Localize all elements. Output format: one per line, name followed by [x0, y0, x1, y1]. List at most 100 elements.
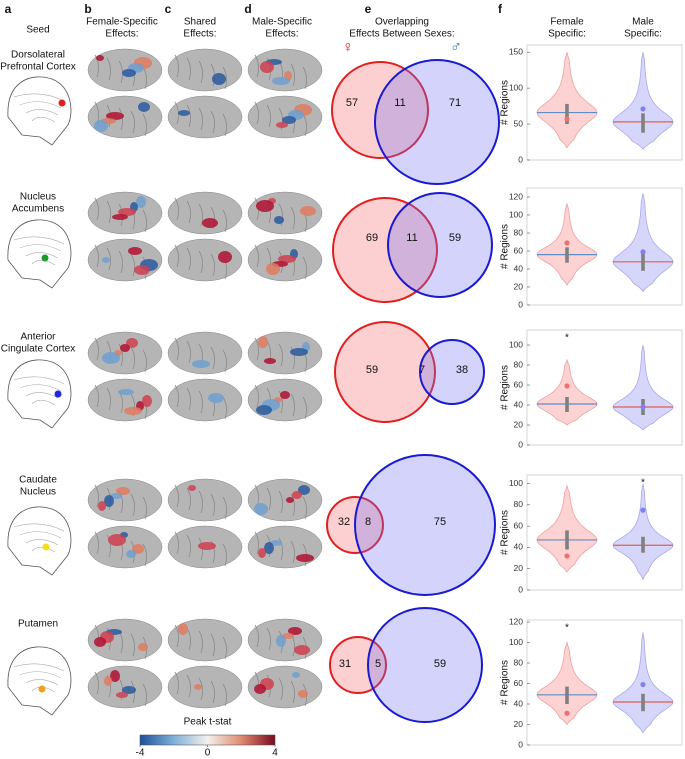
- venn-count: 11: [394, 97, 405, 109]
- brain-effect: [276, 122, 288, 128]
- brain-sulcus: [186, 387, 191, 411]
- brain-effect: [292, 672, 300, 678]
- brain-effect: [106, 112, 124, 120]
- venn-count: 59: [449, 232, 461, 244]
- observed-dot: [564, 116, 570, 122]
- seed-dot: [58, 99, 66, 107]
- brain-sulcus: [290, 540, 295, 564]
- brain-effect: [132, 544, 144, 554]
- violin: [612, 344, 674, 431]
- seed-name: Nucleus: [20, 487, 56, 498]
- header: Effects Between Sexes:: [349, 29, 454, 40]
- brain-sulcus: [290, 63, 295, 87]
- seed-sulcus: [19, 531, 62, 539]
- brain-sulcus: [198, 60, 203, 84]
- seed-dot: [38, 685, 46, 693]
- brain: [167, 378, 243, 422]
- brain-effect: [102, 352, 120, 364]
- brain-effect: [126, 550, 136, 558]
- brain-sulcus: [130, 346, 135, 370]
- brain-effect: [122, 686, 136, 694]
- header: Effects:: [183, 29, 216, 40]
- seed-dot: [41, 254, 49, 262]
- brain-sulcus: [198, 107, 203, 131]
- significance-star: *: [641, 478, 645, 489]
- venn-count: 11: [406, 232, 417, 244]
- brain-effect: [258, 336, 268, 348]
- brain: [87, 478, 163, 522]
- female-symbol: ♀: [342, 39, 354, 56]
- y-tick-label: 50: [514, 118, 524, 128]
- y-tick-label: 20: [514, 281, 524, 291]
- brain-sulcus: [94, 531, 99, 555]
- venn-count: 75: [434, 516, 446, 528]
- y-axis-label: # Regions: [500, 80, 511, 125]
- seed-sulcus: [19, 244, 62, 252]
- brain-effect: [112, 214, 128, 220]
- observed-dot: [640, 404, 646, 410]
- brain-sulcus: [142, 209, 147, 233]
- brain-sulcus: [118, 107, 123, 131]
- brain-sulcus: [254, 531, 259, 555]
- venn-female: [331, 61, 429, 159]
- observed-dot: [564, 710, 570, 716]
- brain-effect: [254, 503, 268, 515]
- venn-count: 38: [456, 364, 468, 376]
- brain-sulcus: [142, 496, 147, 520]
- colorbar-tick-label: 4: [272, 748, 278, 759]
- brain-sulcus: [174, 671, 179, 695]
- seed-sulcus: [25, 679, 59, 686]
- seed-brain-outline: [7, 219, 72, 289]
- brain-sulcus: [174, 624, 179, 648]
- brain-sulcus: [210, 680, 215, 704]
- violin: [612, 483, 674, 581]
- brain: [167, 478, 243, 522]
- brain-sulcus: [278, 490, 283, 514]
- brain-sulcus: [198, 250, 203, 274]
- brain-sulcus: [94, 244, 99, 268]
- brain: [167, 95, 243, 139]
- brain-sulcus: [118, 677, 123, 701]
- seed-sulcus: [31, 546, 56, 553]
- colorbar-tick-label: 0: [205, 748, 211, 759]
- y-tick-label: 80: [514, 227, 524, 237]
- brain-effect: [280, 391, 290, 399]
- panel-label: f: [498, 2, 503, 16]
- brain-sulcus: [118, 60, 123, 84]
- venn-count: 59: [366, 364, 378, 376]
- venn-count: 31: [339, 658, 351, 670]
- y-tick-label: 60: [514, 520, 524, 530]
- brain-effect: [142, 395, 152, 407]
- brain-sulcus: [222, 543, 227, 567]
- brain-effect: [286, 497, 294, 503]
- axes-box: [526, 619, 683, 746]
- brain-sulcus: [278, 343, 283, 367]
- venn-count: 71: [449, 97, 461, 109]
- brain-effect: [282, 116, 296, 124]
- brain-effect: [212, 73, 226, 85]
- y-tick-label: 0: [518, 439, 523, 449]
- brain-effect: [188, 485, 196, 491]
- brain-sulcus: [186, 674, 191, 698]
- venn-count: 59: [434, 658, 446, 670]
- brain-sulcus: [186, 247, 191, 271]
- brain-sulcus: [94, 197, 99, 221]
- brain: [87, 331, 163, 375]
- header: Overlapping: [375, 17, 429, 28]
- seed-sulcus: [13, 93, 65, 102]
- y-tick-label: 20: [514, 563, 524, 573]
- seed-sulcus: [13, 236, 65, 245]
- y-axis-label: # Regions: [500, 365, 511, 410]
- brain-effect: [128, 247, 142, 255]
- brain-sulcus: [222, 66, 227, 90]
- brain-sulcus: [186, 487, 191, 511]
- y-tick-label: 0: [518, 739, 523, 749]
- brain-effect: [126, 338, 138, 348]
- brain-effect: [98, 501, 106, 511]
- brain-sulcus: [174, 244, 179, 268]
- brain-sulcus: [130, 253, 135, 277]
- brain-sulcus: [254, 244, 259, 268]
- venn-female: [334, 321, 436, 423]
- header: Seed: [26, 25, 49, 36]
